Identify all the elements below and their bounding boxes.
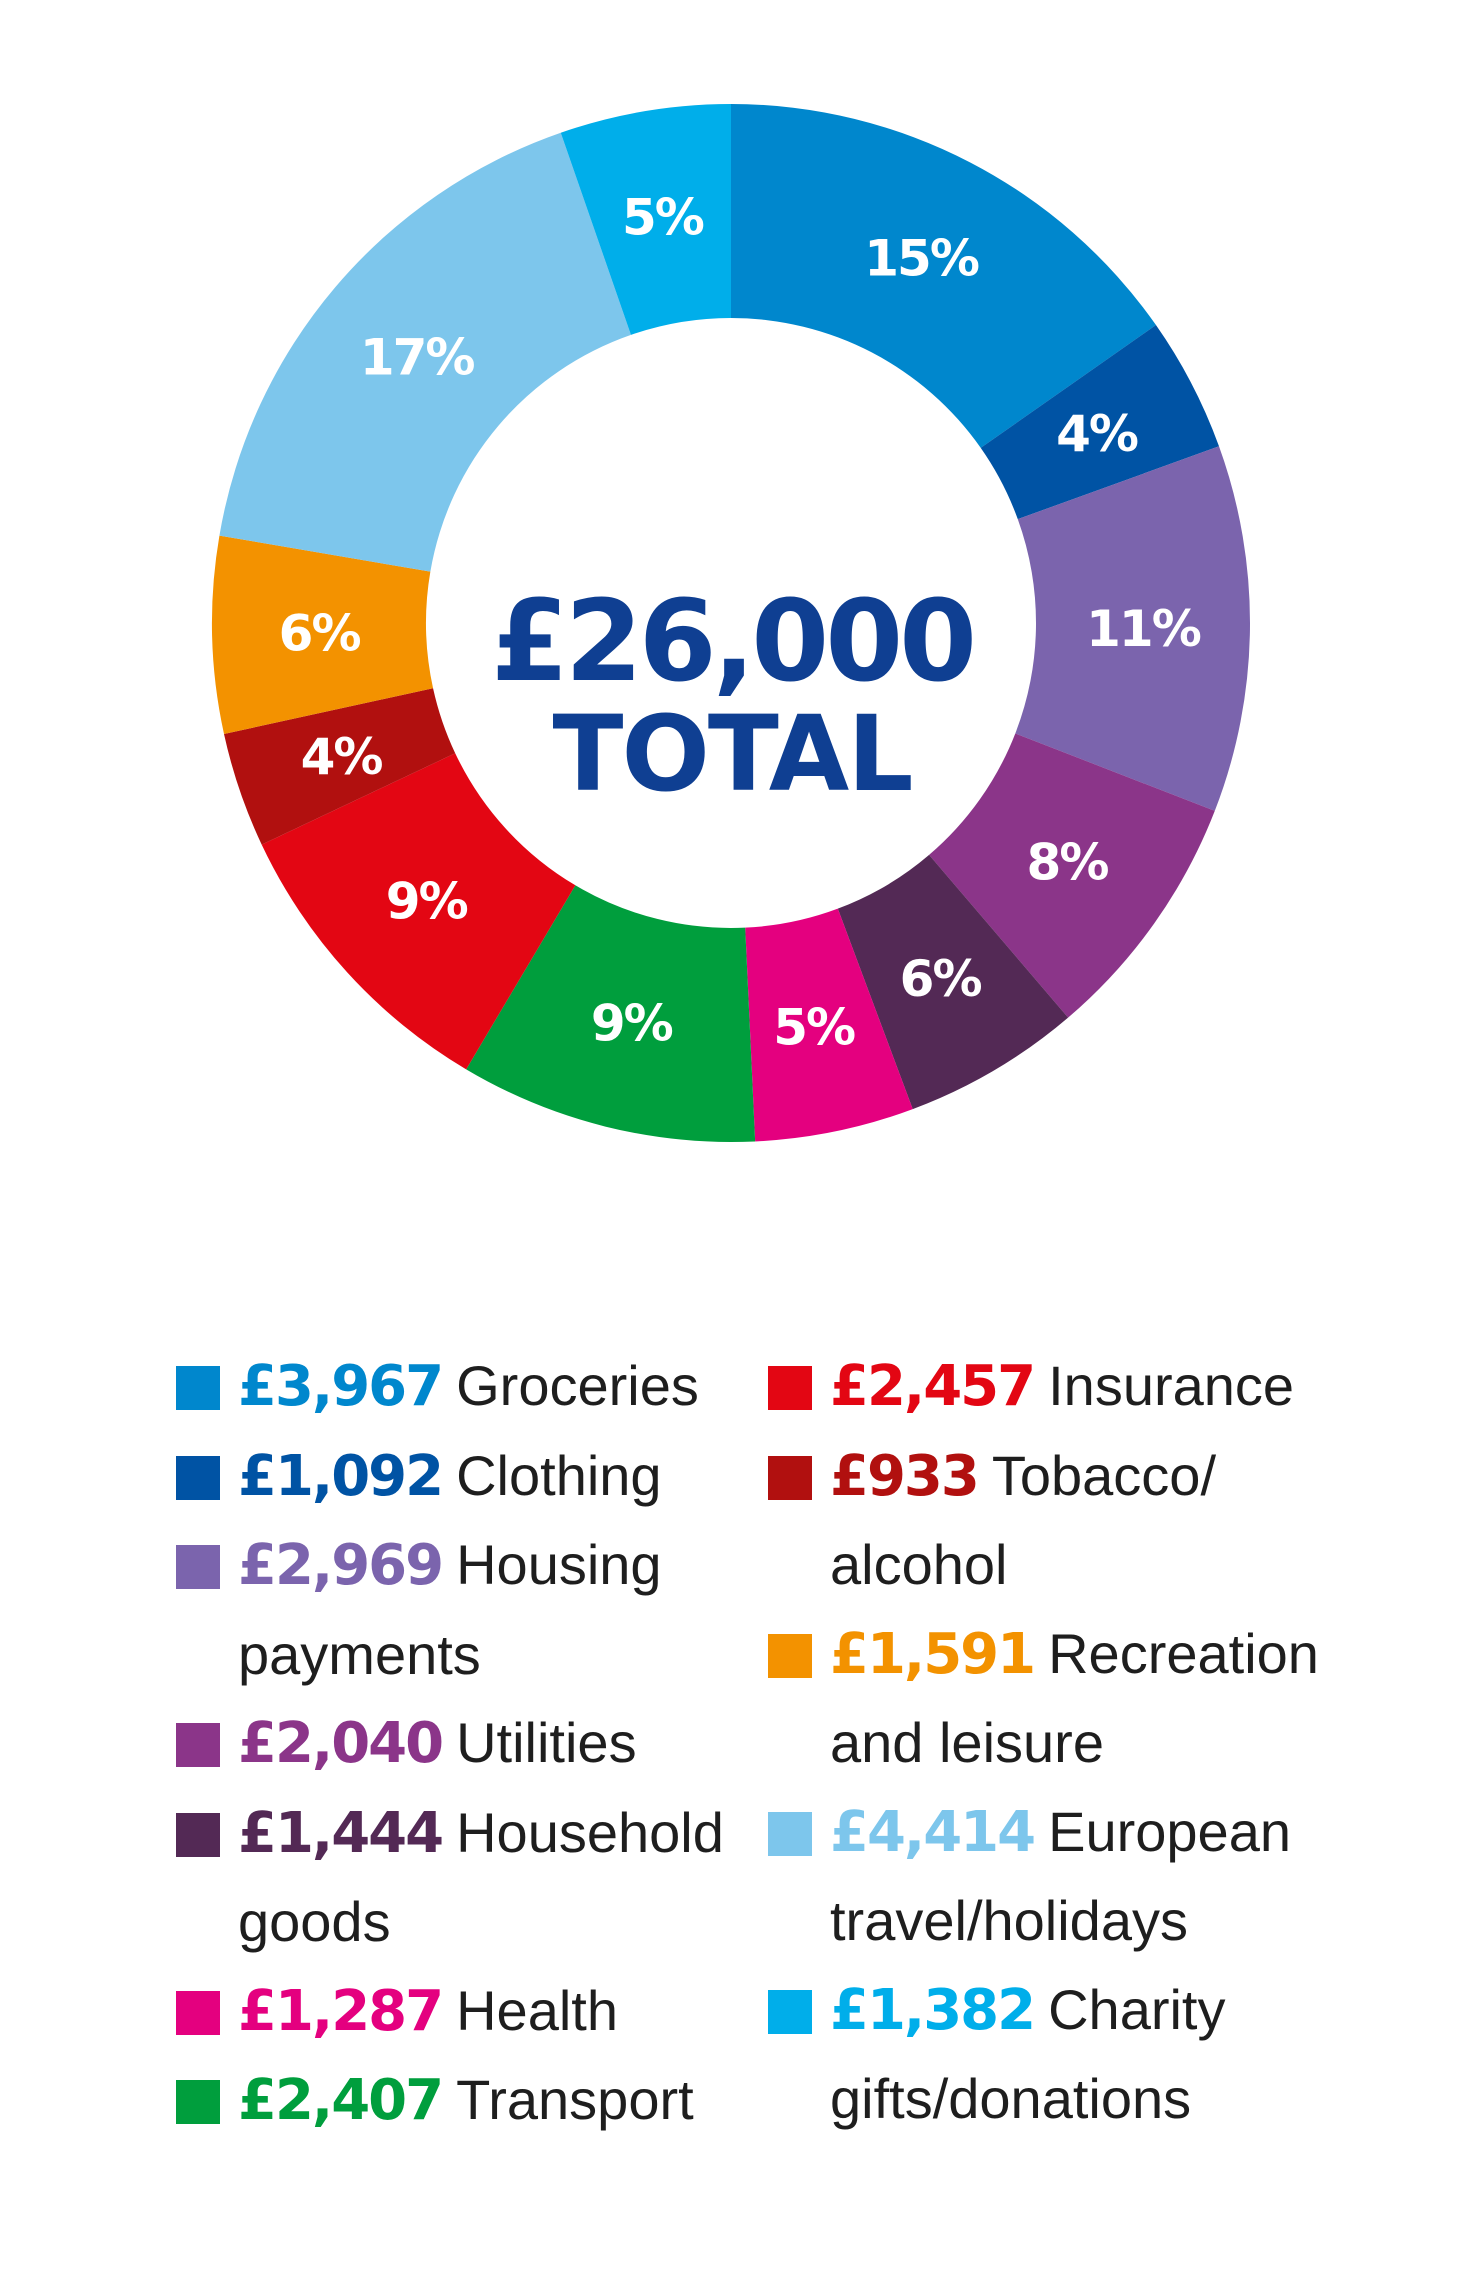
- donut-slice-8: [261, 753, 576, 1070]
- donut-slice-3: [1015, 446, 1250, 811]
- legend-swatch: [768, 1633, 812, 1678]
- legend-swatch: [768, 1989, 812, 2034]
- donut-slice-7: [466, 885, 756, 1142]
- legend-category-label: Utilities: [456, 1711, 637, 1774]
- slice-percent-label-1: 15%: [864, 229, 979, 287]
- legend-left-column: £3,967 Groceries £1,092 Clothing £2,969 Housi…: [176, 1342, 736, 2146]
- legend-item: £1,382 Charity gifts/donations: [768, 1966, 1328, 2144]
- slice-percent-label-4: 8%: [1027, 833, 1109, 891]
- donut-slice-2: [980, 325, 1219, 520]
- legend-item: £2,969 Housing payments: [176, 1521, 736, 1699]
- donut-slice-11: [219, 132, 631, 572]
- donut-slice-6: [745, 908, 913, 1142]
- legend-item: £2,457 Insurance: [768, 1342, 1328, 1432]
- donut-slice-1: [731, 104, 1156, 448]
- donut-slice-12: [560, 104, 731, 335]
- legend-swatch: [176, 1990, 220, 2035]
- legend-swatch: [176, 2080, 220, 2124]
- center-total-label: TOTAL: [553, 693, 912, 815]
- legend-item: £1,444 Household goods: [176, 1789, 736, 1967]
- legend-swatch: [176, 1723, 220, 1767]
- legend-amount: £1,287: [238, 1978, 444, 2044]
- legend-item: £1,092 Clothing: [176, 1432, 736, 1522]
- legend-category-label: Charity gifts/donations: [830, 1977, 1226, 2131]
- legend-item: £3,967 Groceries: [176, 1342, 736, 1432]
- legend-swatch: [176, 1455, 220, 1500]
- legend-amount: £2,040: [238, 1711, 444, 1776]
- legend-amount: £3,967: [238, 1354, 444, 1419]
- legend-item: £1,591 Recreation and leisure: [768, 1610, 1328, 1788]
- legend-amount: £933: [830, 1443, 980, 1509]
- legend-swatch: [768, 1366, 812, 1410]
- legend-swatch: [768, 1455, 812, 1500]
- legend-category-label: European travel/holidays: [830, 1799, 1291, 1953]
- legend-right-column: £2,457 Insurance £933 Tobacco/ alcohol £1,59…: [768, 1342, 1328, 2144]
- donut-slice-4: [929, 733, 1215, 1018]
- legend-amount: £2,457: [830, 1354, 1036, 1419]
- slice-percent-label-12: 5%: [622, 189, 704, 247]
- legend-category-label: Tobacco/ alcohol: [830, 1443, 1216, 1597]
- legend-category-label: Clothing: [456, 1443, 662, 1507]
- slice-percent-label-3: 11%: [1086, 600, 1201, 658]
- slice-percent-label-8: 9%: [386, 872, 468, 930]
- legend-item: £2,407 Transport: [176, 2056, 736, 2146]
- legend-amount: £1,444: [238, 1800, 444, 1866]
- slice-percent-label-6: 5%: [773, 999, 855, 1057]
- legend-swatch: [176, 1545, 220, 1589]
- legend-category-label: Housing payments: [238, 1533, 662, 1686]
- legend-amount: £1,591: [830, 1621, 1036, 1687]
- legend-item: £933 Tobacco/ alcohol: [768, 1432, 1328, 1610]
- legend-amount: £1,092: [238, 1443, 444, 1509]
- legend-category-label: Household goods: [238, 1800, 724, 1954]
- slice-percent-label-9: 4%: [301, 728, 383, 786]
- legend-amount: £2,407: [238, 2068, 444, 2133]
- donut-slice-5: [837, 854, 1069, 1110]
- slice-percent-label-11: 17%: [360, 329, 475, 387]
- legend-category-label: Transport: [456, 2068, 694, 2131]
- legend-category-label: Insurance: [1048, 1354, 1295, 1417]
- legend-amount: £2,969: [238, 1533, 444, 1598]
- legend-amount: £1,382: [830, 1977, 1036, 2043]
- donut-chart: 15% 4% 11% 8% 6% 5% 9% 9% 4% 6% 17% 5% £26,000 TOTA…: [211, 104, 1250, 1142]
- legend-item: £1,287 Health: [176, 1967, 736, 2057]
- donut-slice-9: [224, 688, 456, 845]
- legend-swatch: [176, 1366, 220, 1410]
- legend-category-label: Health: [456, 1978, 618, 2042]
- slice-percent-label-5: 6%: [900, 950, 982, 1008]
- legend-swatch: [176, 1812, 220, 1857]
- legend-category-label: Recreation and leisure: [830, 1621, 1319, 1775]
- donut-slice-10: [211, 535, 434, 734]
- legend-amount: £4,414: [830, 1799, 1036, 1865]
- donut-chart-area: 15% 4% 11% 8% 6% 5% 9% 9% 4% 6% 17% 5% £26,000 TOTA…: [211, 104, 1250, 1142]
- slice-percent-label-7: 9%: [591, 995, 673, 1053]
- slice-percent-label-10: 6%: [279, 605, 361, 663]
- legend-swatch: [768, 1811, 812, 1856]
- legend-item: £4,414 European travel/holidays: [768, 1788, 1328, 1966]
- legend-item: £2,040 Utilities: [176, 1699, 736, 1789]
- center-total-amount: £26,000: [491, 577, 973, 707]
- slice-percent-label-2: 4%: [1056, 405, 1138, 463]
- legend-category-label: Groceries: [456, 1354, 699, 1417]
